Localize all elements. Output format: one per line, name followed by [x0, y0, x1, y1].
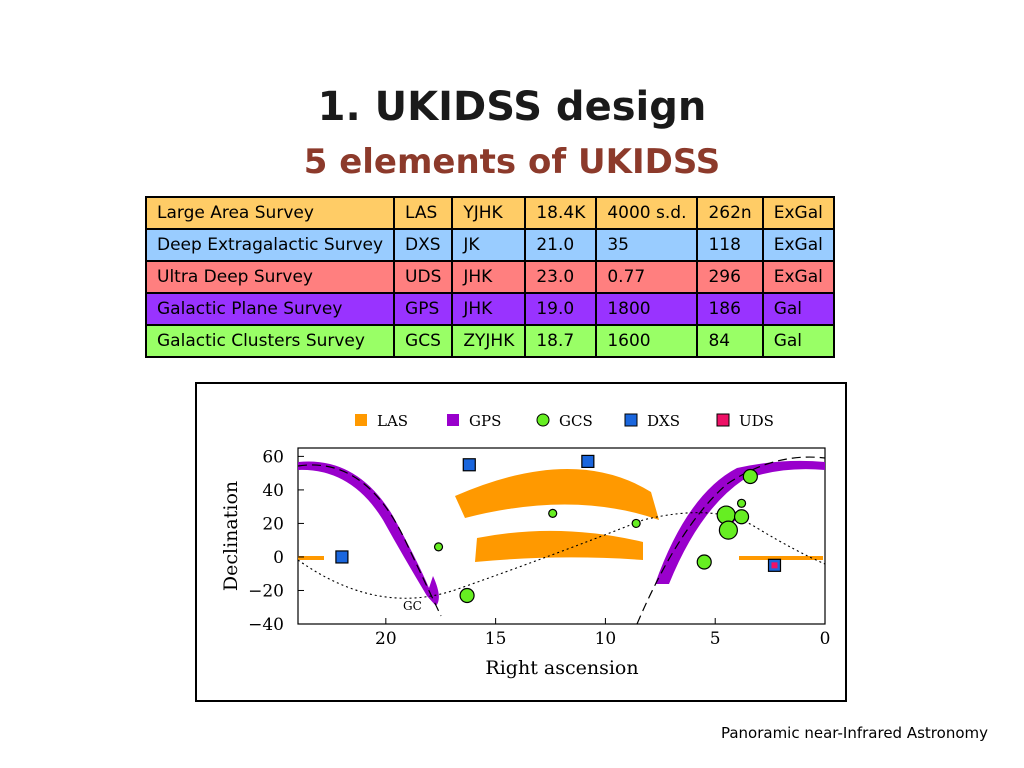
table-cell: ZYJHK — [451, 324, 527, 358]
table-row: Large Area Survey LAS YJHK 18.4K 4000 s.d. 26… — [144, 196, 835, 230]
y-tick-label: −40 — [248, 615, 284, 635]
las-region-equatorial — [475, 530, 643, 562]
las-region-strip-right — [739, 556, 823, 560]
table-row: Deep Extragalactic Survey DXS JK 21.0 35 118 E… — [144, 228, 835, 262]
table-cell: JHK — [451, 260, 527, 294]
gps-band-right — [655, 460, 825, 584]
y-axis-label: Declination — [220, 481, 242, 591]
x-tick-label: 20 — [375, 629, 397, 649]
table-cell: LAS — [393, 196, 454, 230]
dxs-field-point — [462, 458, 476, 472]
legend-label: LAS — [377, 412, 408, 430]
dxs-field-point — [581, 454, 595, 469]
survey-table: Large Area Survey LAS YJHK 18.4K 4000 s.d. 26… — [144, 196, 835, 358]
las-region-north — [455, 468, 659, 520]
table-cell: 23.0 — [524, 260, 598, 294]
galactic-plane-line — [297, 456, 826, 625]
x-tick-label: 15 — [485, 629, 507, 649]
table-cell: Gal — [761, 292, 835, 326]
x-tick-label: 10 — [595, 629, 617, 649]
table-cell: Gal — [761, 324, 835, 358]
table-cell: ExGal — [761, 260, 835, 294]
table-cell: GPS — [393, 292, 454, 326]
y-tick-label: 20 — [262, 514, 284, 534]
y-tick-label: 40 — [262, 481, 284, 501]
gcs-cluster-point — [433, 542, 444, 552]
legend-swatch-uds — [716, 413, 730, 427]
gcs-cluster-point — [459, 587, 475, 604]
table-cell: 4000 s.d. — [595, 196, 699, 230]
footer-caption: Panoramic near-Infrared Astronomy — [720, 724, 988, 742]
gps-band-left — [298, 461, 439, 606]
legend-label: DXS — [647, 412, 680, 430]
table-cell: DXS — [393, 228, 454, 262]
table-cell: 19.0 — [524, 292, 598, 326]
x-axis-label: Right ascension — [485, 657, 638, 679]
table-cell: 1600 — [595, 324, 699, 358]
table-cell: 186 — [696, 292, 764, 326]
table-row: Ultra Deep Survey UDS JHK 23.0 0.77 296 ExGal — [144, 260, 835, 294]
legend-label: GCS — [559, 412, 593, 430]
legend-swatch-dxs — [624, 413, 638, 427]
table-cell: 35 — [595, 228, 699, 262]
dxs-field-point — [335, 550, 349, 564]
uds-field-point — [771, 562, 778, 569]
gc-annotation: GC — [403, 599, 422, 613]
legend-swatch-las — [355, 414, 367, 426]
table-cell: Galactic Plane Survey — [144, 292, 396, 326]
table-cell: 262n — [696, 196, 764, 230]
legend-swatch-gps — [447, 414, 459, 426]
table-cell: 118 — [696, 228, 764, 262]
table-cell: JHK — [451, 292, 527, 326]
y-tick-label: 0 — [273, 548, 284, 568]
sky-coverage-plot: LAS GPS GCS DXS UDS GC 60 40 20 0 −20 −40 20 15 10 5… — [220, 412, 831, 679]
table-cell: Galactic Clusters Survey — [144, 324, 396, 358]
x-tick-label: 0 — [820, 629, 831, 649]
table-cell: UDS — [393, 260, 454, 294]
table-cell: JK — [451, 228, 527, 262]
table-row: Galactic Plane Survey GPS JHK 19.0 1800 186 Ga… — [144, 292, 835, 326]
y-tick-label: −20 — [248, 581, 284, 601]
table-cell: Ultra Deep Survey — [144, 260, 396, 294]
table-cell: 296 — [696, 260, 764, 294]
table-cell: Deep Extragalactic Survey — [144, 228, 396, 262]
x-tick-label: 5 — [710, 629, 721, 649]
table-cell: 21.0 — [524, 228, 598, 262]
gcs-cluster-point — [631, 518, 641, 529]
table-cell: GCS — [393, 324, 454, 358]
survey-coverage-figure: LAS GPS GCS DXS UDS GC 60 40 20 0 −20 −40 20 15 10 5… — [195, 382, 847, 702]
table-cell: 18.7 — [524, 324, 598, 358]
las-region-strip-left — [298, 556, 324, 560]
table-cell: ExGal — [761, 228, 835, 262]
gcs-cluster-point — [742, 468, 758, 485]
table-cell: Large Area Survey — [144, 196, 396, 230]
table-row: Galactic Clusters Survey GCS ZYJHK 18.7 1600… — [144, 324, 835, 358]
slide-subtitle: 5 elements of UKIDSS — [303, 142, 721, 182]
table-cell: YJHK — [451, 196, 527, 230]
gcs-cluster-point — [718, 520, 738, 540]
legend-swatch-gcs — [536, 413, 550, 427]
gcs-cluster-point — [736, 498, 747, 508]
table-cell: ExGal — [761, 196, 835, 230]
legend-label: GPS — [469, 412, 501, 430]
gcs-cluster-point — [696, 554, 712, 570]
slide-title: 1. UKIDSS design — [317, 84, 707, 130]
gcs-cluster-point — [733, 509, 750, 525]
table-cell: 84 — [696, 324, 764, 358]
table-cell: 18.4K — [524, 196, 598, 230]
legend-label: UDS — [739, 412, 774, 430]
gcs-cluster-point — [548, 508, 558, 518]
plot-frame — [297, 447, 826, 625]
table-cell: 0.77 — [595, 260, 699, 294]
table-cell: 1800 — [595, 292, 699, 326]
y-tick-label: 60 — [262, 447, 284, 467]
